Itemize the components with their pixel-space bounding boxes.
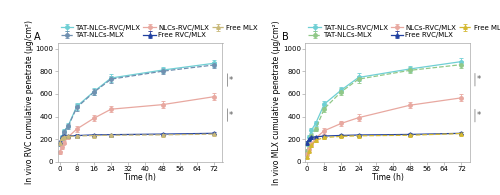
Text: *: * bbox=[229, 75, 234, 85]
Legend: TAT-NLCs-RVC/MLX, TAT-NLCs-MLX, NLCs-RVC/MLX, Free RVC/MLX, Free MLX: TAT-NLCs-RVC/MLX, TAT-NLCs-MLX, NLCs-RVC… bbox=[61, 25, 258, 38]
Legend: TAT-NLCs-RVC/MLX, TAT-NLCs-MLX, NLCs-RVC/MLX, Free RVC/MLX, Free MLX: TAT-NLCs-RVC/MLX, TAT-NLCs-MLX, NLCs-RVC… bbox=[308, 25, 500, 38]
X-axis label: Time (h): Time (h) bbox=[372, 173, 404, 182]
Text: B: B bbox=[282, 32, 288, 42]
Y-axis label: In vivo MLX cumulative penetrate (μg/cm²): In vivo MLX cumulative penetrate (μg/cm²… bbox=[272, 20, 281, 185]
Text: *: * bbox=[476, 111, 481, 120]
Text: *: * bbox=[229, 111, 234, 120]
X-axis label: Time (h): Time (h) bbox=[124, 173, 156, 182]
Text: A: A bbox=[34, 32, 41, 42]
Y-axis label: In vivo RVC cumulative penetrate (μg/cm²): In vivo RVC cumulative penetrate (μg/cm²… bbox=[25, 20, 34, 184]
Text: *: * bbox=[476, 75, 481, 84]
